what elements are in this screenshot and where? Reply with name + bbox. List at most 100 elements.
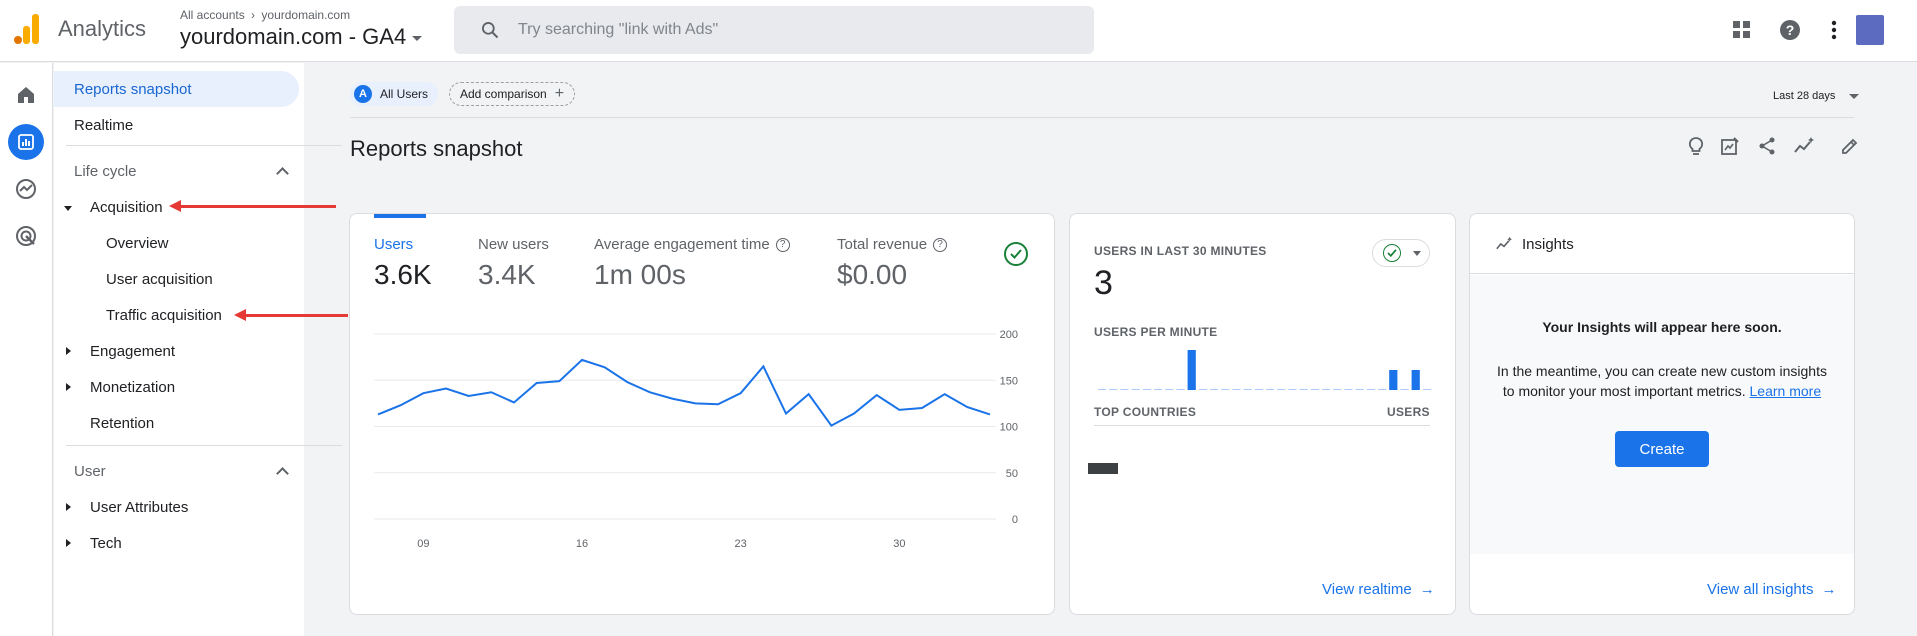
- property-selector[interactable]: yourdomain.com - GA4: [180, 24, 423, 50]
- avatar[interactable]: [1856, 15, 1884, 45]
- check-circle-icon: [1383, 244, 1401, 262]
- metric-users[interactable]: Users 3.6K: [374, 236, 432, 291]
- insights-body-line-2: to monitor your most important metrics. …: [1470, 383, 1854, 399]
- chevron-up-icon[interactable]: [276, 467, 289, 480]
- add-comparison-button[interactable]: Add comparison +: [449, 82, 576, 106]
- caret-right-icon[interactable]: [66, 539, 71, 547]
- nav-user-acquisition[interactable]: User acquisition: [106, 271, 213, 288]
- segment-label: All Users: [380, 87, 429, 101]
- view-all-insights-label: View all insights: [1707, 581, 1814, 598]
- insights-title: Insights: [1522, 236, 1574, 253]
- create-insight-button[interactable]: Create: [1615, 431, 1709, 467]
- annotation-arrow: [234, 309, 348, 321]
- apps-grid-icon[interactable]: [1728, 16, 1756, 44]
- view-all-insights-link[interactable]: View all insights →: [1707, 581, 1836, 598]
- divider: [1094, 425, 1430, 426]
- share-icon[interactable]: [1755, 134, 1779, 158]
- search-bar[interactable]: [454, 6, 1094, 54]
- bar-baseline: [1120, 389, 1129, 390]
- bar-baseline: [1299, 389, 1308, 390]
- metric-total-revenue[interactable]: Total revenue? $0.00: [837, 236, 948, 291]
- bar-baseline: [1198, 389, 1207, 390]
- plus-icon: +: [554, 85, 565, 102]
- caret-down-icon: [412, 35, 423, 41]
- advertising-icon[interactable]: [8, 218, 44, 254]
- explore-icon[interactable]: [8, 171, 44, 207]
- segment-chip[interactable]: A All Users: [350, 82, 439, 106]
- help-icon[interactable]: ?: [933, 238, 948, 253]
- metric-label: Users: [374, 236, 414, 253]
- caret-down-icon[interactable]: [1849, 94, 1859, 99]
- nav-realtime[interactable]: Realtime: [74, 117, 134, 134]
- bar-baseline: [1277, 389, 1286, 390]
- users-per-minute-chart: [1098, 350, 1431, 390]
- overview-card: Users 3.6K New users 3.4K Average engage…: [349, 213, 1055, 615]
- x-tick-label: 16: [576, 538, 588, 550]
- series-line: [377, 358, 991, 427]
- view-realtime-link[interactable]: View realtime →: [1322, 581, 1435, 598]
- learn-more-link[interactable]: Learn more: [1749, 383, 1822, 399]
- bar-baseline: [1131, 389, 1140, 390]
- x-tick-label: 30: [893, 538, 905, 550]
- check-circle-icon[interactable]: [1004, 242, 1028, 266]
- nav-traffic-acquisition[interactable]: Traffic acquisition: [106, 307, 222, 324]
- lightbulb-icon[interactable]: [1684, 134, 1708, 158]
- caret-down-icon[interactable]: [64, 206, 72, 211]
- bar-baseline: [1400, 389, 1409, 390]
- nav-reports-snapshot[interactable]: Reports snapshot: [54, 71, 299, 107]
- nav-section-lifecycle[interactable]: Life cycle: [74, 163, 137, 180]
- realtime-filter[interactable]: [1372, 239, 1430, 267]
- insights-sparkle-icon[interactable]: [1792, 134, 1816, 158]
- breadcrumb-property[interactable]: yourdomain.com: [261, 8, 351, 22]
- caret-right-icon[interactable]: [66, 347, 71, 355]
- view-realtime-label: View realtime: [1322, 581, 1412, 598]
- analytics-logo-icon[interactable]: [14, 14, 40, 44]
- nav-engagement[interactable]: Engagement: [90, 343, 176, 360]
- nav-divider: [66, 445, 342, 446]
- metric-value: 3.6K: [374, 259, 432, 290]
- minute-bar[interactable]: [1411, 370, 1420, 390]
- nav-monetization[interactable]: Monetization: [90, 379, 176, 396]
- metric-label: Average engagement time: [594, 236, 770, 253]
- y-tick-label: 100: [1000, 422, 1018, 434]
- nav-user-attributes[interactable]: User Attributes: [90, 499, 189, 516]
- reports-nav: Reports snapshot Realtime Life cycle Acq…: [54, 63, 348, 636]
- insights-body-line-1: In the meantime, you can create new cust…: [1497, 363, 1827, 379]
- home-icon[interactable]: [8, 77, 44, 113]
- chevron-up-icon[interactable]: [276, 167, 289, 180]
- metric-new-users[interactable]: New users 3.4K: [478, 236, 549, 291]
- edit-report-icon[interactable]: [1718, 134, 1742, 158]
- bar-baseline: [1109, 389, 1118, 390]
- help-icon[interactable]: ?: [775, 238, 790, 253]
- nav-tech[interactable]: Tech: [90, 535, 122, 552]
- bar-baseline: [1422, 389, 1431, 390]
- minute-bar[interactable]: [1187, 350, 1196, 390]
- nav-overview[interactable]: Overview: [106, 235, 169, 252]
- y-tick-label: 0: [1012, 514, 1018, 526]
- nav-retention[interactable]: Retention: [90, 415, 155, 432]
- breadcrumb[interactable]: All accounts › yourdomain.com: [180, 8, 350, 22]
- reports-icon[interactable]: [8, 124, 44, 160]
- annotation-arrow: [169, 200, 336, 212]
- nav-acquisition[interactable]: Acquisition: [90, 199, 163, 216]
- pencil-icon[interactable]: [1838, 134, 1862, 158]
- minute-bar[interactable]: [1389, 370, 1398, 390]
- caret-right-icon[interactable]: [66, 503, 71, 511]
- bar-baseline: [1344, 389, 1353, 390]
- country-bar: [1088, 463, 1118, 474]
- date-range-label[interactable]: Last 28 days: [1773, 90, 1836, 102]
- help-icon[interactable]: ?: [1776, 16, 1804, 44]
- caret-right-icon[interactable]: [66, 383, 71, 391]
- arrow-right-icon: →: [1821, 581, 1837, 598]
- add-comparison-label: Add comparison: [460, 87, 547, 101]
- metric-label: Total revenue: [837, 236, 928, 253]
- metric-value: 3.4K: [478, 259, 536, 290]
- search-input[interactable]: [518, 18, 1058, 42]
- nav-section-user[interactable]: User: [74, 463, 106, 480]
- arrow-right-icon: →: [1419, 581, 1435, 598]
- top-countries-label: TOP COUNTRIES: [1094, 405, 1197, 419]
- breadcrumb-account[interactable]: All accounts: [180, 8, 245, 22]
- more-vert-icon[interactable]: [1820, 16, 1848, 44]
- metric-avg-engagement[interactable]: Average engagement time? 1m 00s: [594, 236, 790, 291]
- bar-baseline: [1221, 389, 1230, 390]
